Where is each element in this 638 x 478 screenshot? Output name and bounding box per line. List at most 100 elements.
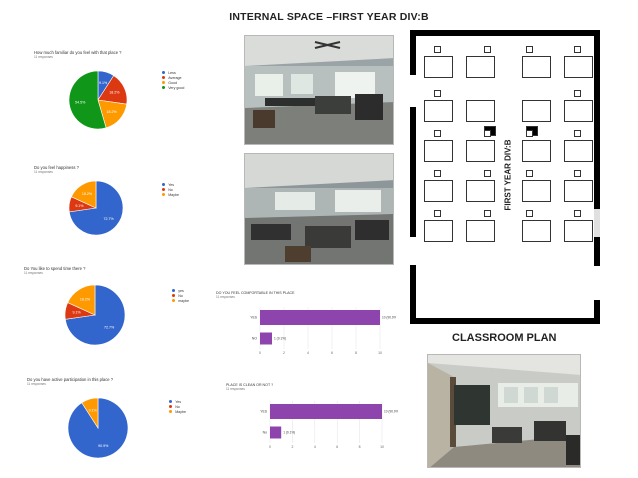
bar-tick-label: 2 <box>291 445 293 449</box>
pie-slice-maybe <box>71 180 97 209</box>
bar-category-label: NO <box>252 337 257 341</box>
bar-block-comfortable: DO YOU FEEL COMFORTABLE IN THIS PLACE 11… <box>216 291 396 359</box>
legend-swatch <box>172 288 176 293</box>
plan-desk <box>424 100 453 122</box>
pie-legend: Yes No Maybe <box>169 399 186 414</box>
legend-item: Average <box>162 75 184 80</box>
plan-seat <box>526 210 533 217</box>
legend-swatch <box>169 399 173 404</box>
pie-slice-very-good <box>68 70 107 130</box>
pie-slice-label: 9.1% <box>72 311 81 315</box>
pie-slice-label: 9.1% <box>99 81 108 85</box>
legend-label: Average <box>168 75 182 80</box>
bar-block-clean: PLACE IS CLEAN OR NOT ? 11 responses 0 2 4… <box>226 383 398 453</box>
plan-desk <box>466 56 495 78</box>
plan-door-right <box>594 208 600 238</box>
pie-slice-label: 9.1% <box>89 408 98 412</box>
bar-yes <box>270 404 382 419</box>
legend-swatch <box>162 85 166 90</box>
bar-category-label: YES <box>260 410 268 414</box>
plan-label: FIRST YEAR DIV:B <box>503 139 513 211</box>
legend-swatch <box>169 409 173 414</box>
legend-swatch <box>162 182 166 187</box>
legend-label: No <box>178 293 183 298</box>
bar-responses: 11 responses <box>226 387 245 391</box>
plan-seat <box>574 210 581 217</box>
legend-item: Yes <box>162 182 179 187</box>
pie-responses: 11 responses <box>24 271 43 275</box>
pie-chart-spend-time: 72.7% 9.1% 18.2% <box>64 284 126 346</box>
plan-seat <box>484 130 491 137</box>
pie-slice-label: 18.2% <box>80 298 91 302</box>
legend-swatch <box>169 404 173 409</box>
plan-seat <box>434 46 441 53</box>
bar-value-label: 10 (90.9%) <box>382 316 396 320</box>
plan-desk <box>564 180 593 202</box>
page-title: INTERNAL SPACE –FIRST YEAR DIV:B <box>229 11 429 23</box>
legend-label: Yes <box>175 399 182 404</box>
pie-slice-label: 18.2% <box>109 91 120 95</box>
bar-tick-label: 4 <box>307 351 309 355</box>
bar-tick-label: 8 <box>359 445 361 449</box>
plan-desk <box>522 140 551 162</box>
bar-value-label: 1 (9.1%) <box>274 337 286 341</box>
pie-slice-label: 72.7% <box>104 217 115 221</box>
bar-question: PLACE IS CLEAN OR NOT ? <box>226 383 274 387</box>
legend-item: Maybe <box>169 409 186 414</box>
bar-responses: 11 responses <box>216 295 235 299</box>
legend-label: Maybe <box>168 192 179 197</box>
bar-tick-label: 6 <box>331 351 333 355</box>
pie-block-familiar: How much familiar do you feel with that … <box>34 50 204 140</box>
classroom-plan: FIRST YEAR DIV:B <box>410 30 600 324</box>
classroom-photo-3-image <box>428 355 580 467</box>
legend-label: Good <box>168 80 177 85</box>
legend-item: Very good <box>162 85 184 90</box>
plan-seat <box>434 170 441 177</box>
legend-label: Maybe <box>175 409 186 414</box>
legend-label: Yes <box>168 182 175 187</box>
bar-chart-clean: 0 2 4 6 8 10 YES 10 (90.9%) No 1 (9.1%) <box>260 401 398 449</box>
bar-tick-label: 2 <box>283 351 285 355</box>
pie-chart-participation: 90.9% 9.1% <box>67 397 129 459</box>
bar-tick-label: 6 <box>336 445 338 449</box>
pie-block-participation: Do you have active participation in this… <box>27 377 207 467</box>
bar-tick-label: 10 <box>380 445 384 449</box>
bar-category-label: No <box>263 431 267 435</box>
plan-desk <box>466 140 495 162</box>
pie-block-happiness: Do you feel happiness ? 11 responses 72.… <box>34 165 204 245</box>
plan-seat <box>434 90 441 97</box>
plan-seat <box>526 46 533 53</box>
plan-desk <box>424 180 453 202</box>
plan-opening-right <box>594 266 600 300</box>
legend-swatch <box>162 187 166 192</box>
bar-tick-label: 8 <box>355 351 357 355</box>
pie-chart-happiness: 72.7% 9.1% 18.2% <box>68 180 124 236</box>
legend-swatch <box>162 192 166 197</box>
pie-slice-label: 9.1% <box>75 204 84 208</box>
pie-legend: Less Average Good Very good <box>162 70 184 90</box>
bar-value-label: 10 (90.9%) <box>384 410 398 414</box>
classroom-photo-3 <box>427 354 581 468</box>
pie-slice-maybe <box>81 397 99 430</box>
pie-slice-label: 54.5% <box>75 101 86 105</box>
bar-value-label: 1 (9.1%) <box>283 431 295 435</box>
bar-chart-comfortable: 0 2 4 6 8 10 YES 10 (90.9%) NO 1 (9.1%) <box>250 307 396 355</box>
bar-tick-label: 0 <box>269 445 271 449</box>
legend-label: No <box>168 187 173 192</box>
classroom-photo-1 <box>244 35 394 145</box>
pie-responses: 11 responses <box>27 382 46 386</box>
plan-door-left-lower <box>410 236 416 266</box>
bar-no <box>270 426 282 439</box>
plan-seat <box>526 170 533 177</box>
plan-desk <box>522 100 551 122</box>
plan-desk <box>522 180 551 202</box>
pie-slice-maybe <box>67 284 96 316</box>
legend-item: Maybe <box>162 192 179 197</box>
bar-tick-label: 10 <box>378 351 382 355</box>
plan-seat <box>484 46 491 53</box>
bar-no <box>260 332 272 345</box>
plan-desk <box>424 56 453 78</box>
pie-legend: Yes No Maybe <box>162 182 179 197</box>
plan-desk <box>564 140 593 162</box>
legend-label: Less <box>168 70 176 75</box>
